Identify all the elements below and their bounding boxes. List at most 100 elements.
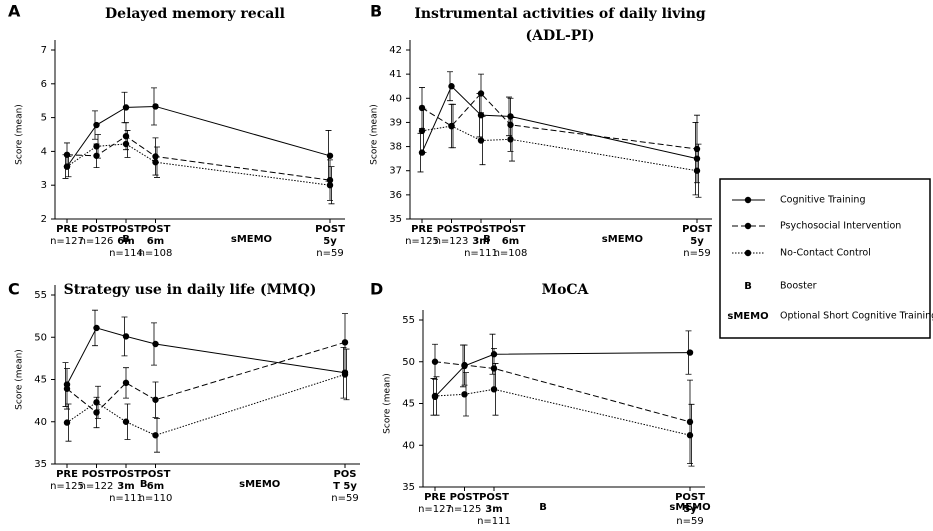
annotation: sMEMO <box>669 502 710 513</box>
panel-letter: A <box>8 2 21 21</box>
x-tick-label: n=59 <box>683 248 710 259</box>
x-tick-label: n=111 <box>464 248 498 259</box>
y-tick-label: 40 <box>402 440 415 451</box>
series-line <box>66 341 346 414</box>
x-tick-label: n=125 <box>405 236 439 247</box>
x-tick-label: POST <box>82 469 112 480</box>
y-tick-label: 36 <box>389 190 402 201</box>
data-point <box>63 163 71 170</box>
y-axis-label: Score (mean) <box>15 104 25 165</box>
x-tick-label: POST <box>111 469 141 480</box>
annotation: B <box>122 234 130 245</box>
x-tick-label: POST <box>675 492 705 503</box>
x-tick-label: POST <box>141 469 171 480</box>
x-tick-label: 3m <box>472 236 489 247</box>
data-point <box>122 132 130 140</box>
data-point <box>152 159 159 166</box>
x-tick-label: PRE <box>56 224 78 235</box>
data-point <box>152 103 159 110</box>
panel-letter: D <box>370 280 383 299</box>
x-tick-label: POS <box>333 469 356 480</box>
x-tick-label: n=108 <box>139 248 173 259</box>
data-point <box>448 83 455 90</box>
data-point <box>63 151 71 158</box>
chart-title: Strategy use in daily life (MMQ) <box>64 282 317 298</box>
data-point <box>461 391 468 398</box>
x-tick-label: PRE <box>56 469 78 480</box>
x-tick-label: POST <box>450 492 480 503</box>
data-point <box>93 143 100 150</box>
y-tick-label: 38 <box>389 142 402 153</box>
x-tick-label: n=111 <box>477 516 511 527</box>
series-line <box>66 373 346 436</box>
legend-marker <box>744 196 752 204</box>
chart-subtitle: (ADL-PI) <box>526 28 595 44</box>
x-tick-label: POST <box>479 492 509 503</box>
x-tick-label: n=114 <box>109 248 143 259</box>
y-tick-label: 40 <box>389 93 402 104</box>
series-line <box>66 105 331 167</box>
data-point <box>122 418 130 425</box>
annotation: sMEMO <box>239 479 280 490</box>
x-tick-label: n=123 <box>435 236 469 247</box>
x-tick-label: 3m <box>117 481 134 492</box>
data-point <box>686 349 694 356</box>
panel-letter: B <box>370 2 382 21</box>
x-tick-label: 5y <box>683 504 697 515</box>
x-tick-label: 5y <box>323 236 337 247</box>
legend-label: Cognitive Training <box>780 195 865 206</box>
y-tick-label: 2 <box>41 214 47 225</box>
y-tick-label: 35 <box>389 214 402 225</box>
series-line <box>434 352 691 398</box>
y-tick-label: 41 <box>389 69 402 80</box>
x-tick-label: n=125 <box>50 481 84 492</box>
x-tick-label: n=126 <box>80 236 114 247</box>
data-point <box>152 340 159 348</box>
y-tick-label: 7 <box>41 45 47 56</box>
annotation: sMEMO <box>602 234 643 245</box>
chart-title: Instrumental activities of daily living <box>414 6 706 22</box>
x-tick-label: POST <box>82 224 112 235</box>
annotation: B <box>539 502 547 513</box>
data-point <box>63 419 71 426</box>
series-line <box>434 361 691 423</box>
data-point <box>431 358 439 365</box>
y-tick-label: 40 <box>34 417 47 428</box>
x-tick-label: 6m <box>502 236 519 247</box>
data-point <box>122 104 130 111</box>
data-point <box>693 145 701 153</box>
x-tick-label: POST <box>315 224 345 235</box>
y-tick-label: 3 <box>41 180 47 191</box>
data-point <box>686 418 694 426</box>
legend-label: Psychosocial Intervention <box>780 221 901 232</box>
data-point <box>326 152 334 159</box>
y-tick-label: 5 <box>41 113 47 124</box>
data-point <box>418 104 426 112</box>
x-tick-label: n=59 <box>331 493 358 504</box>
data-point <box>507 121 514 129</box>
x-tick-label: PRE <box>424 492 446 503</box>
x-tick-label: n=127 <box>418 504 452 515</box>
data-point <box>152 432 159 439</box>
y-axis-label: Score (mean) <box>383 373 393 434</box>
data-point <box>152 396 159 403</box>
x-tick-label: POST <box>496 224 526 235</box>
data-point <box>431 392 439 400</box>
y-tick-label: 50 <box>402 357 415 368</box>
data-point <box>686 432 694 439</box>
series-line <box>66 327 346 385</box>
panel-letter: C <box>8 280 20 299</box>
data-point <box>122 379 130 387</box>
series-line <box>66 143 331 186</box>
y-tick-label: 6 <box>41 79 47 90</box>
x-tick-label: POST <box>466 224 496 235</box>
chart-title: Delayed memory recall <box>105 6 285 22</box>
x-tick-label: n=108 <box>494 248 528 259</box>
x-tick-label: n=127 <box>50 236 84 247</box>
y-tick-label: 37 <box>389 166 402 177</box>
x-tick-label: 5y <box>690 236 704 247</box>
data-point <box>341 339 349 346</box>
y-tick-label: 4 <box>41 146 47 157</box>
legend-symbol: sMEMO <box>727 311 768 322</box>
